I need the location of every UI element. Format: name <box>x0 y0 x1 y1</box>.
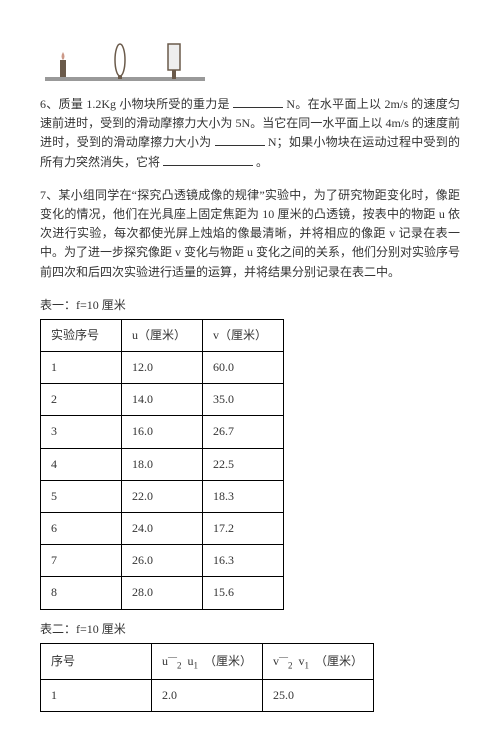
q6-text-1: 6、质量 1.2Kg 小物块所受的重力是 <box>40 97 230 111</box>
col-header: v―2 v1 （厘米） <box>263 643 374 679</box>
table-cell: 22.0 <box>122 480 203 512</box>
q6-blank-2 <box>215 133 265 146</box>
table-cell: 26.0 <box>122 545 203 577</box>
table-cell: 18.0 <box>122 448 203 480</box>
table-cell: 5 <box>41 480 122 512</box>
table-cell: 35.0 <box>203 384 284 416</box>
table-row: 实验序号 u（厘米） v（厘米） <box>41 319 284 351</box>
table-row: 214.035.0 <box>41 384 284 416</box>
question-7: 7、某小组同学在“探究凸透镜成像的规律”实验中，为了研究物距变化时，像距变化的情… <box>40 186 460 282</box>
col-header: 实验序号 <box>41 319 122 351</box>
table-2: 序号 u―2 u1 （厘米） v―2 v1 （厘米） 12.025.0 <box>40 643 374 712</box>
table-cell: 2.0 <box>152 679 263 711</box>
table-row: 828.015.6 <box>41 577 284 609</box>
col-header: u―2 u1 （厘米） <box>152 643 263 679</box>
table-cell: 24.0 <box>122 513 203 545</box>
table-cell: 26.7 <box>203 416 284 448</box>
table-cell: 60.0 <box>203 352 284 384</box>
table-row: 序号 u―2 u1 （厘米） v―2 v1 （厘米） <box>41 643 374 679</box>
q6-text-4: 。 <box>256 155 268 169</box>
table-cell: 2 <box>41 384 122 416</box>
table-cell: 25.0 <box>263 679 374 711</box>
table-cell: 14.0 <box>122 384 203 416</box>
table-cell: 22.5 <box>203 448 284 480</box>
table-cell: 16.0 <box>122 416 203 448</box>
table-cell: 8 <box>41 577 122 609</box>
table-cell: 28.0 <box>122 577 203 609</box>
table-row: 522.018.3 <box>41 480 284 512</box>
table-1: 实验序号 u（厘米） v（厘米） 112.060.0214.035.0316.0… <box>40 319 284 610</box>
table-cell: 1 <box>41 352 122 384</box>
table-row: 624.017.2 <box>41 513 284 545</box>
col-header: u（厘米） <box>122 319 203 351</box>
table-cell: 15.6 <box>203 577 284 609</box>
q6-blank-1 <box>233 95 283 108</box>
q6-blank-3 <box>163 153 253 166</box>
table2-caption: 表二：f=10 厘米 <box>40 620 460 639</box>
table-row: 316.026.7 <box>41 416 284 448</box>
col-header: v（厘米） <box>203 319 284 351</box>
table1-caption: 表一：f=10 厘米 <box>40 296 460 315</box>
table-cell: 4 <box>41 448 122 480</box>
table-cell: 17.2 <box>203 513 284 545</box>
table-cell: 18.3 <box>203 480 284 512</box>
table-row: 112.060.0 <box>41 352 284 384</box>
table-cell: 3 <box>41 416 122 448</box>
question-6: 6、质量 1.2Kg 小物块所受的重力是 N。在水平面上以 2m/s 的速度匀速… <box>40 95 460 172</box>
col-header: 序号 <box>41 643 152 679</box>
table-cell: 7 <box>41 545 122 577</box>
table-cell: 1 <box>41 679 152 711</box>
table-cell: 6 <box>41 513 122 545</box>
table-row: 726.016.3 <box>41 545 284 577</box>
table-cell: 12.0 <box>122 352 203 384</box>
table-cell: 16.3 <box>203 545 284 577</box>
optics-diagram <box>40 30 460 85</box>
table-row: 418.022.5 <box>41 448 284 480</box>
table-row: 12.025.0 <box>41 679 374 711</box>
